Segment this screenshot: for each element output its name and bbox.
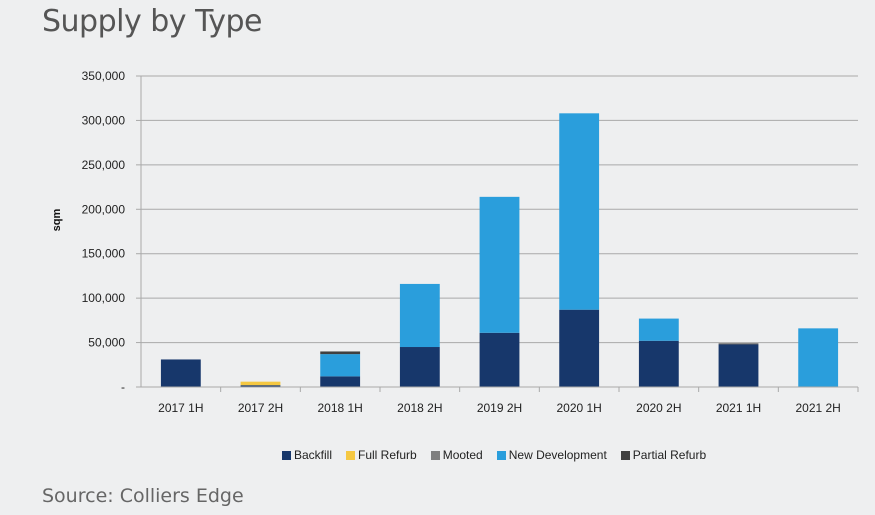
bar-segment-new-development — [559, 113, 600, 310]
bars — [160, 113, 839, 387]
x-tick-label: 2021 1H — [716, 401, 761, 415]
bar-segment-new-development — [320, 354, 361, 377]
bar-segment-backfill — [559, 309, 600, 387]
x-tick-label: 2018 1H — [317, 401, 362, 415]
y-axis-label: sqm — [51, 208, 63, 231]
y-tick-label: 250,000 — [82, 158, 126, 172]
x-tick-labels: 2017 1H 2017 2H 2018 1H 2018 2H 2019 2H 2020 … — [158, 387, 859, 415]
chart-area: - 50,000 100,000 150,000 200,000 250,000 300,0… — [51, 69, 859, 415]
legend-swatch — [430, 450, 440, 460]
bar-segment-partial-refurb — [320, 351, 361, 355]
y-tick-label: 300,000 — [82, 113, 126, 127]
x-tick-label: 2018 2H — [397, 401, 442, 415]
bar-segment-backfill — [638, 340, 679, 387]
legend-swatch — [346, 450, 356, 460]
bar-segment-backfill — [320, 376, 361, 387]
bar-segment-backfill — [479, 332, 520, 387]
y-tick-label: 150,000 — [82, 247, 126, 261]
bar-segment-new-development — [479, 196, 520, 333]
legend-item-backfill: Backfill — [282, 448, 332, 462]
legend-item-full-refurb: Full Refurb — [346, 448, 417, 462]
legend-item-mooted: Mooted — [430, 448, 483, 462]
y-tick-label: 100,000 — [82, 291, 126, 305]
chart-title: Supply by Type — [42, 4, 263, 39]
legend-swatch — [282, 450, 291, 460]
bar-segment-backfill — [718, 344, 759, 387]
y-tick-labels: - 50,000 100,000 150,000 200,000 250,000 300,0… — [82, 69, 126, 394]
bar-segment-backfill — [160, 359, 201, 387]
y-tick-label: 200,000 — [82, 202, 126, 216]
legend-item-new-development: New Development — [496, 448, 607, 462]
legend-swatch — [496, 450, 506, 460]
legend-swatch — [620, 450, 630, 460]
legend-item-partial-refurb: Partial Refurb — [620, 448, 707, 462]
bar-segment-backfill — [399, 347, 440, 387]
legend-label: Partial Refurb — [632, 448, 707, 462]
bar-segment-partial-refurb — [718, 343, 759, 345]
y-tick-label: - — [121, 380, 125, 394]
legend-label: Mooted — [442, 448, 483, 462]
x-tick-label: 2020 2H — [636, 401, 681, 415]
y-tick-label: 50,000 — [88, 336, 125, 350]
bar-segment-new-development — [638, 318, 679, 341]
legend-label: New Development — [508, 448, 607, 462]
bar-segment-new-development — [798, 328, 839, 387]
x-tick-label: 2020 1H — [556, 401, 601, 415]
bar-segment-full-refurb — [240, 381, 281, 386]
x-tick-label: 2017 2H — [238, 401, 283, 415]
x-tick-label: 2017 1H — [158, 401, 203, 415]
legend-label: Full Refurb — [358, 448, 417, 462]
bar-segment-new-development — [399, 283, 440, 348]
x-tick-label: 2021 2H — [795, 401, 840, 415]
bar-segment-backfill — [240, 385, 281, 387]
legend-label: Backfill — [294, 448, 333, 462]
y-tick-label: 350,000 — [82, 69, 126, 83]
x-tick-label: 2019 2H — [477, 401, 522, 415]
source-note: Source: Colliers Edge — [42, 485, 244, 507]
chart-legend: Backfill Full Refurb Mooted New Development… — [282, 448, 706, 462]
